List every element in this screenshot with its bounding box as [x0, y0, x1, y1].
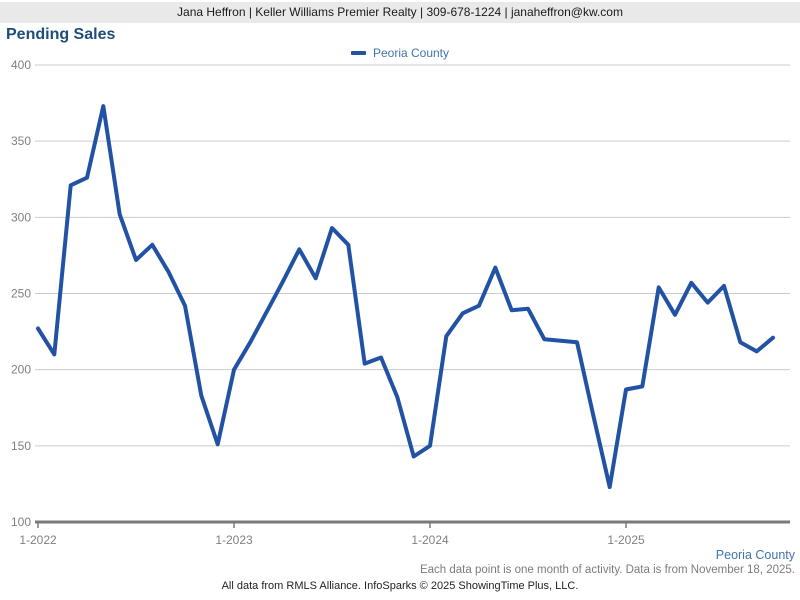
y-axis-label-400: 400: [11, 58, 31, 72]
legend-line-swatch: [350, 51, 366, 55]
y-axis-label-100: 100: [11, 515, 31, 529]
x-axis-label-1-2023: 1-2023: [215, 533, 253, 547]
y-axis-label-200: 200: [11, 363, 31, 377]
x-axis-label-1-2022: 1-2022: [19, 533, 57, 547]
page-title: Pending Sales: [6, 26, 116, 43]
y-axis-label-350: 350: [11, 134, 31, 148]
copyright-credit: All data from RMLS Alliance. InfoSparks …: [221, 580, 579, 592]
x-axis-label-1-2025: 1-2025: [607, 533, 645, 547]
data-note: Each data point is one month of activity…: [419, 564, 795, 576]
contact-info-text: Jana Heffron | Keller Williams Premier R…: [177, 5, 623, 19]
y-axis-label-300: 300: [11, 210, 31, 224]
y-axis-label-250: 250: [11, 287, 31, 301]
x-axis-label-1-2024: 1-2024: [411, 533, 449, 547]
chart-legend-item-peoria-county[interactable]: Peoria County: [0, 45, 800, 61]
contact-header: Jana Heffron | Keller Williams Premier R…: [0, 2, 800, 23]
y-axis-label-150: 150: [11, 439, 31, 453]
series-label-bottom: Peoria County: [715, 548, 795, 562]
legend-label: Peoria County: [372, 46, 450, 60]
series-line-peoria-county[interactable]: [36, 104, 775, 489]
